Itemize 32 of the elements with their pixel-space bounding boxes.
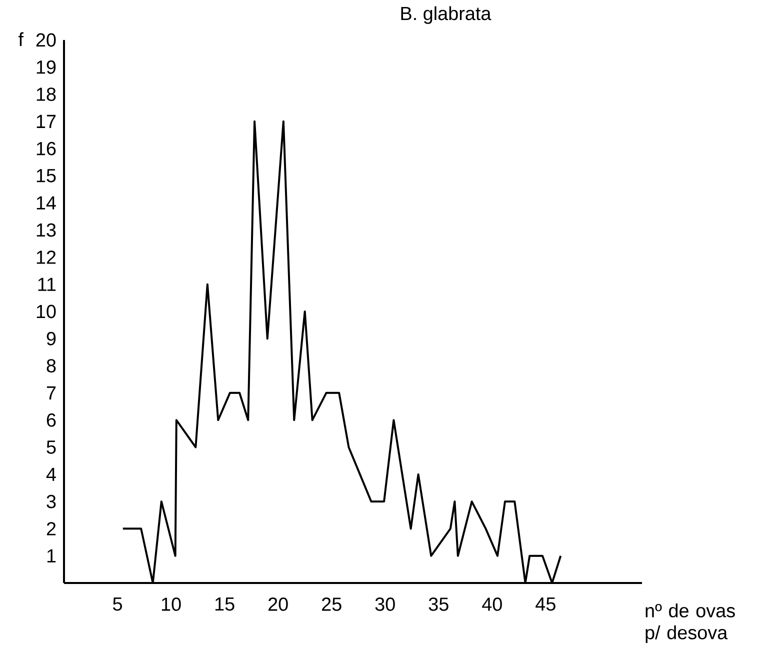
- y-tick-label: 1: [47, 549, 56, 562]
- y-tick-label: 5: [46, 440, 56, 454]
- x-tick-label: 35: [428, 597, 448, 611]
- x-tick-label: 5: [113, 598, 122, 611]
- x-tick-label: 10: [162, 597, 181, 611]
- y-tick-label: 3: [46, 494, 56, 508]
- y-axis-title: f: [18, 32, 24, 46]
- y-tick-label: 6: [46, 413, 56, 427]
- y-tick-label: 9: [46, 332, 56, 346]
- x-tick-label: 45: [536, 598, 556, 611]
- chart-title: B. glabrata: [401, 6, 492, 24]
- y-tick-label: 2: [46, 522, 56, 536]
- y-tick-label: 10: [36, 304, 56, 318]
- y-tick-label: 11: [38, 278, 56, 291]
- y-tick-label: 16: [36, 142, 56, 156]
- x-tick-label: 30: [375, 597, 395, 611]
- y-tick-label: 19: [36, 60, 56, 74]
- y-tick-label: 7: [46, 386, 56, 400]
- y-tick-label: 14: [36, 196, 56, 210]
- y-tick-label: 12: [36, 250, 56, 264]
- x-tick-label: 15: [215, 598, 234, 611]
- y-tick-label: 8: [46, 359, 56, 372]
- y-tick-label: 15: [36, 169, 56, 182]
- x-tick-label: 25: [322, 597, 342, 611]
- y-tick-label: 17: [36, 114, 56, 128]
- y-tick-label: 4: [46, 468, 56, 481]
- x-tick-label: 20: [268, 597, 288, 611]
- x-axis-title: nº de ovas p/ desova: [646, 603, 735, 644]
- y-tick-label: 20: [36, 33, 56, 47]
- y-tick-label: 18: [36, 88, 56, 101]
- x-tick-label: 40: [482, 597, 502, 611]
- y-tick-label: 13: [36, 223, 56, 237]
